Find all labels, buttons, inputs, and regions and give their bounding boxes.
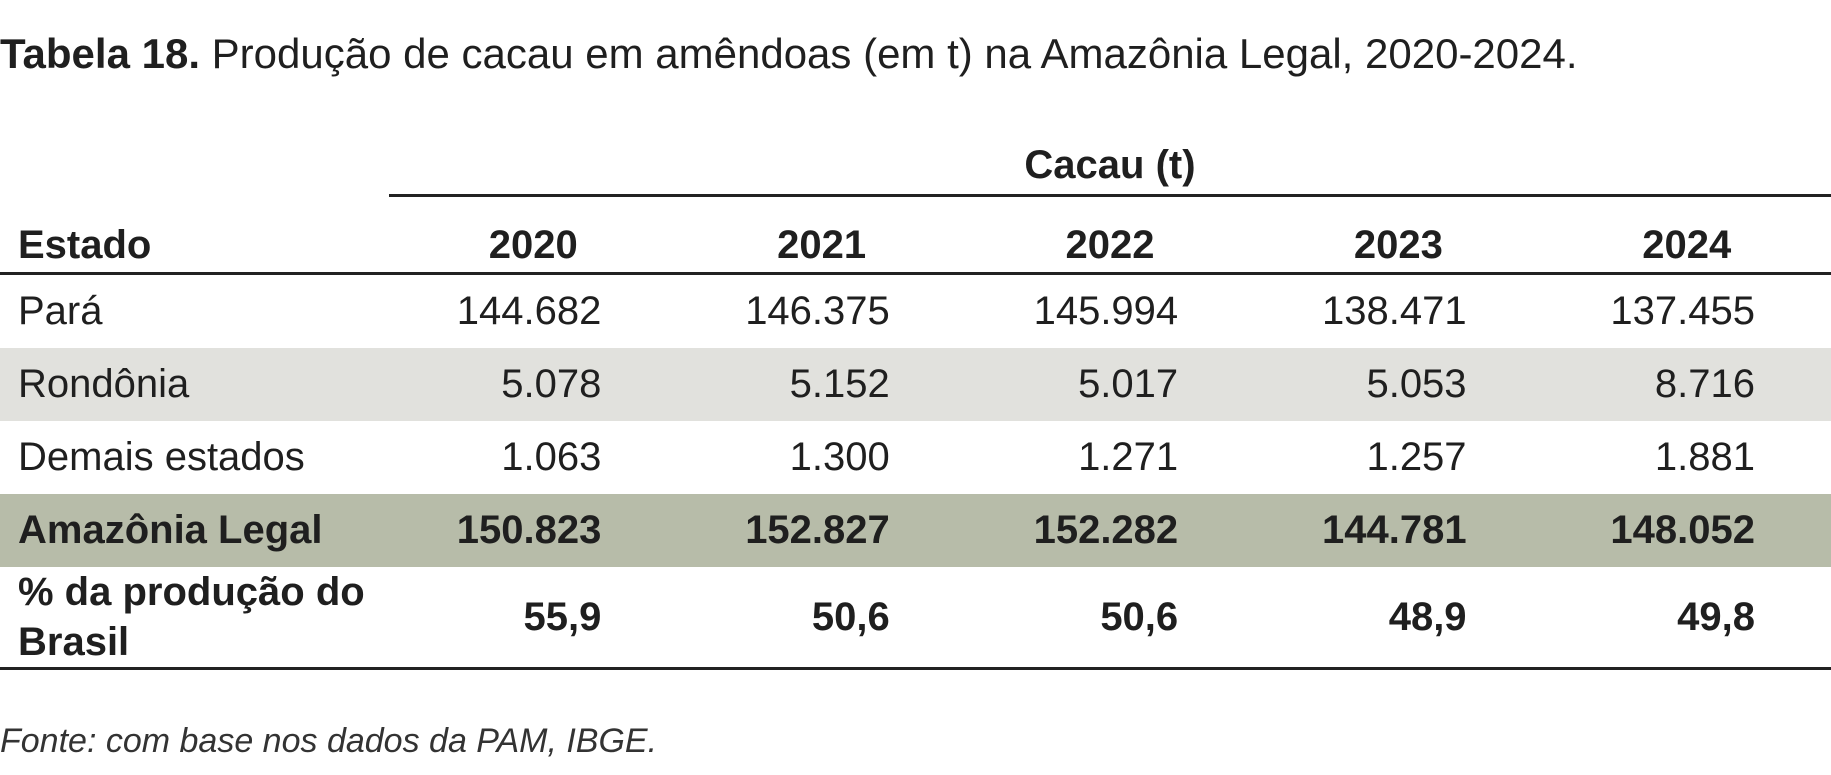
table-row: Rondônia 5.078 5.152 5.017 5.053 8.716 [0, 348, 1831, 421]
table-caption: Tabela 18. Produção de cacau em amêndoas… [0, 26, 1578, 82]
value-cell: 138.471 [1321, 289, 1467, 333]
total-value-cell: 152.827 [677, 494, 966, 567]
table-row: Pará 144.682 146.375 145.994 138.471 137… [0, 274, 1831, 349]
value-cell: 145.994 [1033, 289, 1179, 333]
value-cell: 137.455 [1610, 289, 1755, 333]
value-cell: 1.881 [1654, 435, 1755, 479]
share-value-cell: 50,6 [677, 567, 966, 670]
state-cell: Pará [18, 289, 103, 333]
value-cell: 8.716 [1542, 348, 1831, 421]
source-note: Fonte: com base nos dados da PAM, IBGE. [0, 722, 658, 760]
value-cell: 1.271 [1078, 435, 1179, 479]
total-value-cell: 152.282 [965, 494, 1255, 567]
state-cell: Demais estados [18, 435, 305, 479]
total-row: Amazônia Legal 150.823 152.827 152.282 1… [0, 494, 1831, 567]
year-header: 2023 [1254, 210, 1543, 275]
year-header: 2021 [677, 210, 966, 275]
year-header: 2024 [1542, 210, 1831, 275]
share-label: % da produção do Brasil [0, 567, 389, 670]
group-header: Cacau (t) [1024, 143, 1196, 187]
group-header-rule [389, 194, 1831, 197]
value-cell: 5.078 [389, 348, 678, 421]
value-cell: 1.063 [501, 435, 602, 479]
value-cell: 5.152 [677, 348, 966, 421]
total-value-cell: 144.781 [1254, 494, 1543, 567]
share-row: % da produção do Brasil 55,9 50,6 50,6 4… [0, 567, 1831, 670]
value-cell: 5.053 [1254, 348, 1543, 421]
total-value-cell: 148.052 [1542, 494, 1831, 567]
total-value-cell: 150.823 [389, 494, 678, 567]
value-cell: 144.682 [456, 289, 602, 333]
state-column-header: Estado [0, 210, 389, 275]
state-cell: Rondônia [0, 348, 389, 421]
year-header: 2022 [965, 210, 1255, 275]
caption-text: Produção de cacau em amêndoas (em t) na … [211, 30, 1578, 77]
value-cell: 146.375 [745, 289, 890, 333]
share-value-cell: 48,9 [1254, 567, 1543, 670]
share-value-cell: 55,9 [389, 567, 678, 670]
value-cell: 1.257 [1366, 435, 1467, 479]
total-label: Amazônia Legal [0, 494, 389, 567]
cacau-table: Estado 2020 2021 2022 2023 2024 Pará 144… [0, 210, 1831, 670]
value-cell: 1.300 [789, 435, 890, 479]
header-row: Estado 2020 2021 2022 2023 2024 [0, 210, 1831, 275]
caption-label: Tabela 18. [0, 30, 200, 77]
share-value-cell: 49,8 [1542, 567, 1831, 670]
value-cell: 5.017 [965, 348, 1255, 421]
year-header: 2020 [389, 210, 678, 275]
share-value-cell: 50,6 [965, 567, 1255, 670]
table-row: Demais estados 1.063 1.300 1.271 1.257 1… [0, 421, 1831, 494]
